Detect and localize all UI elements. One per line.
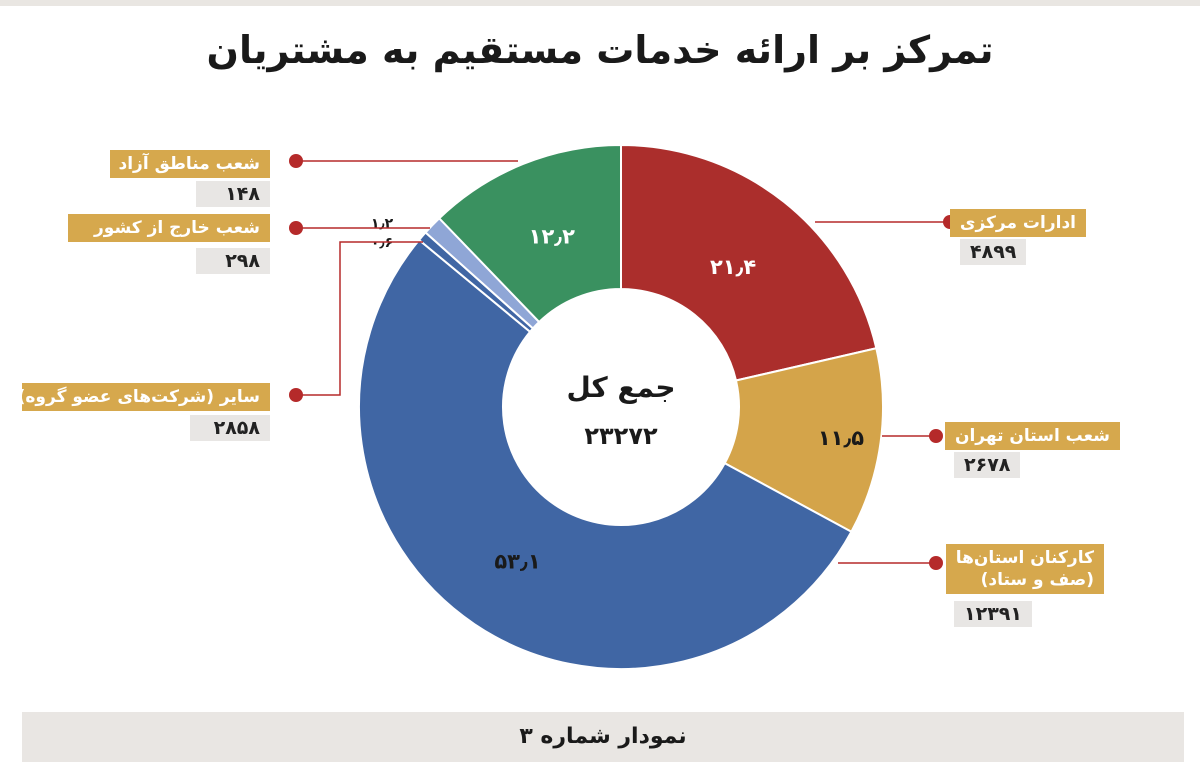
- slice-provincial-staff: [358, 238, 853, 671]
- percent-label-central-offices: ۲۱٫۴: [710, 255, 756, 279]
- value-provincial-staff: ۱۲۳۹۱: [954, 601, 1032, 627]
- leader-free-zone-dot: [289, 154, 303, 168]
- label-provincial-staff: کارکنان استان‌ها (صف و ستاد): [945, 544, 1104, 594]
- label-free-zone-branches: شعب مناطق آزاد: [110, 150, 270, 178]
- value-foreign-branches: ۲۹۸: [196, 248, 270, 274]
- label-tehran-branches: شعب استان تهران: [944, 422, 1120, 450]
- center-total-value: ۲۳۲۷۲: [584, 422, 658, 450]
- percent-label-foreign-branches: ۱٫۲: [371, 216, 394, 232]
- center-total-label: جمع کل: [566, 371, 675, 404]
- leader-tehran-dot: [929, 429, 943, 443]
- label-provincial-staff-line2: (صف و ستاد): [980, 570, 1094, 590]
- label-foreign-branches: شعب خارج از کشور: [68, 214, 270, 242]
- percent-label-tehran-branches: ۱۱٫۵: [818, 426, 864, 450]
- chart-title: تمرکز بر ارائه خدمات مستقیم به مشتریان: [206, 28, 994, 72]
- slice-central-offices: [620, 143, 878, 382]
- value-tehran-branches: ۲۶۷۸: [954, 452, 1021, 478]
- slice-tehran-branches: [723, 347, 884, 534]
- leader-foreign-dot: [289, 221, 303, 235]
- value-central-offices: ۴۸۹۹: [960, 239, 1027, 265]
- leader-group-dot: [289, 388, 303, 402]
- label-central-offices: ادارات مرکزی: [949, 209, 1086, 237]
- value-group-companies: ۲۸۵۸: [190, 415, 270, 441]
- leader-provincial-dot: [929, 556, 943, 570]
- percent-label-provincial-staff: ۵۳٫۱: [494, 549, 540, 573]
- label-provincial-staff-line1: کارکنان استان‌ها: [955, 548, 1094, 568]
- chart-caption: نمودار شماره ۳: [22, 712, 1184, 762]
- leader-group-line: [296, 241, 423, 396]
- label-group-companies: سایر (شرکت‌های عضو گروه): [18, 383, 270, 411]
- percent-label-group-companies: ۰٫۶: [371, 235, 393, 251]
- slice-free-zone-branches: [437, 143, 622, 324]
- percent-label-free-zone-branches: ۱۲٫۲: [529, 224, 575, 248]
- value-free-zone-branches: ۱۴۸: [196, 181, 270, 207]
- top-strip: [0, 0, 1200, 6]
